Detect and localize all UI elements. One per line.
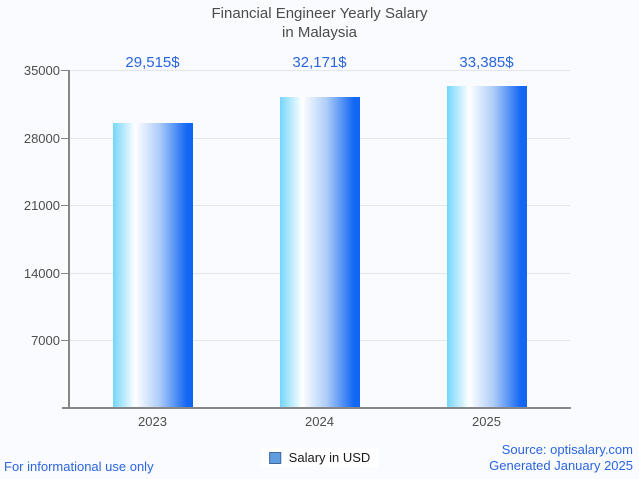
generated-date: Generated January 2025 bbox=[489, 458, 633, 473]
source-link[interactable]: Source: optisalary.com bbox=[501, 442, 633, 457]
y-axis-label-14000: 14000 bbox=[23, 265, 60, 281]
value-label-2024: 32,171$ bbox=[292, 54, 347, 71]
legend-marker-icon bbox=[268, 451, 281, 464]
y-tick-28000 bbox=[61, 137, 68, 139]
value-label-2023: 29,515$ bbox=[125, 54, 180, 71]
y-tick-7000 bbox=[61, 340, 68, 342]
y-tick-14000 bbox=[61, 272, 68, 274]
source-block: Source: optisalary.com Generated January… bbox=[489, 442, 633, 474]
y-axis-label-7000: 7000 bbox=[31, 333, 60, 349]
y-tick-35000 bbox=[61, 70, 68, 71]
x-axis-label-2024: 2024 bbox=[305, 414, 334, 429]
y-axis-line bbox=[68, 70, 70, 408]
y-tick-21000 bbox=[61, 205, 68, 207]
bar-2025[interactable] bbox=[446, 86, 527, 408]
bar-2023[interactable] bbox=[112, 123, 193, 408]
legend-label: Salary in USD bbox=[288, 450, 371, 465]
y-axis-label-35000: 35000 bbox=[23, 63, 60, 78]
chart-title-line1: Financial Engineer Yearly Salary bbox=[211, 5, 428, 22]
gridline-35000 bbox=[70, 70, 570, 71]
chart-title: Financial Engineer Yearly Salary in Mala… bbox=[0, 4, 639, 42]
disclaimer-text: For informational use only bbox=[4, 459, 154, 474]
x-axis-label-2023: 2023 bbox=[138, 414, 167, 429]
legend-item-salary-in-usd[interactable]: Salary in USD bbox=[260, 448, 379, 467]
y-axis-label-21000: 21000 bbox=[23, 198, 60, 214]
x-axis-label-2025: 2025 bbox=[472, 414, 501, 429]
chart-title-line2: in Malaysia bbox=[281, 24, 358, 41]
bar-2024[interactable] bbox=[279, 97, 360, 408]
x-axis-line bbox=[62, 407, 571, 409]
value-label-2025: 33,385$ bbox=[459, 54, 514, 71]
y-axis-label-28000: 28000 bbox=[23, 130, 60, 146]
